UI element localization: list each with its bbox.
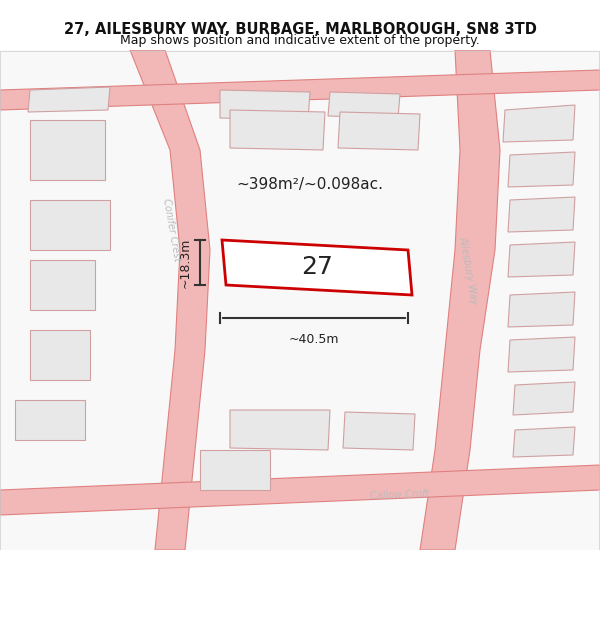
Polygon shape	[513, 427, 575, 457]
Polygon shape	[0, 70, 600, 110]
Polygon shape	[15, 400, 85, 440]
Polygon shape	[338, 112, 420, 150]
Polygon shape	[503, 105, 575, 142]
Polygon shape	[30, 330, 90, 380]
Text: Callow Croft: Callow Croft	[370, 489, 430, 501]
Text: Ailesbury Way: Ailesbury Way	[457, 235, 479, 305]
Polygon shape	[130, 50, 210, 550]
Text: Conifer Crest: Conifer Crest	[161, 198, 182, 262]
Polygon shape	[508, 152, 575, 187]
Text: ~40.5m: ~40.5m	[289, 333, 339, 346]
Polygon shape	[420, 50, 500, 550]
Polygon shape	[230, 110, 325, 150]
Polygon shape	[0, 50, 600, 550]
Polygon shape	[508, 242, 575, 277]
Polygon shape	[343, 412, 415, 450]
Polygon shape	[508, 292, 575, 327]
Text: 27: 27	[301, 256, 333, 279]
Text: ~398m²/~0.098ac.: ~398m²/~0.098ac.	[236, 177, 383, 192]
Text: Map shows position and indicative extent of the property.: Map shows position and indicative extent…	[120, 34, 480, 48]
Text: Contains OS data © Crown copyright and database right 2021. This information is : Contains OS data © Crown copyright and d…	[12, 558, 591, 588]
Polygon shape	[0, 465, 600, 515]
Polygon shape	[220, 90, 310, 120]
Polygon shape	[230, 410, 330, 450]
Polygon shape	[328, 92, 400, 118]
Polygon shape	[30, 260, 95, 310]
Polygon shape	[30, 200, 110, 250]
Polygon shape	[513, 382, 575, 415]
Text: ~18.3m: ~18.3m	[179, 238, 192, 288]
Polygon shape	[508, 197, 575, 232]
Polygon shape	[30, 120, 105, 180]
Polygon shape	[0, 50, 600, 550]
Polygon shape	[200, 450, 270, 490]
Polygon shape	[508, 337, 575, 372]
Polygon shape	[28, 87, 110, 112]
Text: 27, AILESBURY WAY, BURBAGE, MARLBOROUGH, SN8 3TD: 27, AILESBURY WAY, BURBAGE, MARLBOROUGH,…	[64, 22, 536, 37]
Polygon shape	[222, 240, 412, 295]
